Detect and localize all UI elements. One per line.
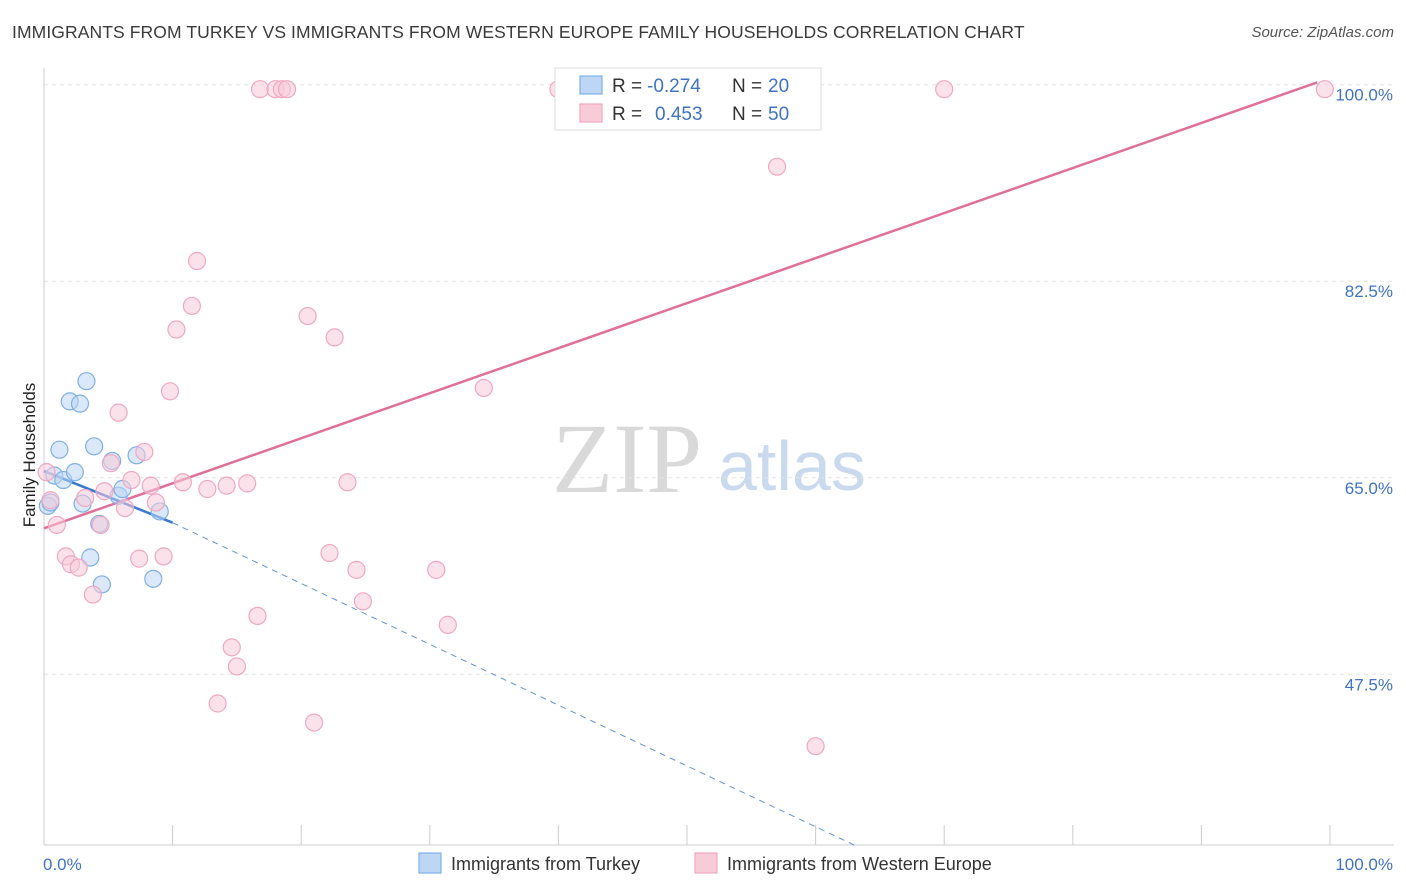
stats-r-value-western-europe: 0.453: [655, 104, 703, 125]
tick-labels: 100.0% 82.5% 65.0% 47.5% 0.0% 100.0%: [43, 86, 1393, 874]
stats-n-label-turkey: N =: [732, 76, 762, 97]
point-western-europe: [141, 476, 160, 495]
y-tick-label: 47.5%: [1345, 675, 1393, 694]
point-western-europe: [187, 251, 207, 271]
point-western-europe: [135, 442, 154, 462]
point-western-europe: [83, 585, 102, 604]
y-tick-label: 100.0%: [1335, 86, 1393, 105]
stats-swatch-western-europe: [579, 103, 603, 123]
point-western-europe: [101, 454, 120, 473]
point-turkey: [144, 569, 163, 588]
legend-swatch-western-europe: [694, 852, 718, 874]
point-western-europe: [474, 378, 493, 398]
legend-label-western-europe: Immigrants from Western Europe: [727, 854, 992, 874]
point-western-europe: [69, 558, 88, 577]
trend-line-turkey-extension: [172, 522, 855, 846]
point-western-europe: [95, 482, 114, 501]
point-western-europe: [238, 474, 257, 493]
point-western-europe: [146, 493, 165, 512]
stats-n-value-western-europe: 50: [768, 104, 789, 125]
point-western-europe: [130, 549, 149, 568]
point-western-europe: [338, 473, 357, 492]
series-legend: Immigrants from Turkey Immigrants from W…: [418, 852, 992, 874]
point-western-europe: [154, 547, 173, 566]
trend-line-western-europe: [43, 81, 1318, 530]
stats-n-value-turkey: 20: [768, 76, 789, 97]
y-tick-label: 82.5%: [1345, 282, 1393, 301]
point-western-europe: [76, 488, 95, 508]
point-western-europe: [1315, 80, 1334, 99]
point-western-europe: [222, 638, 241, 657]
point-western-europe: [325, 328, 344, 347]
point-turkey: [50, 440, 69, 459]
legend-swatch-turkey: [418, 852, 442, 874]
source-credit: Source: ZipAtlas.com: [1251, 24, 1394, 41]
point-western-europe: [806, 737, 825, 756]
point-western-europe: [227, 657, 246, 676]
watermark: ZIP atlas: [552, 403, 866, 514]
point-western-europe: [115, 498, 135, 518]
point-western-europe: [182, 296, 201, 316]
point-western-europe: [298, 306, 317, 326]
axes: [43, 68, 1394, 846]
legend-label-turkey: Immigrants from Turkey: [451, 854, 640, 874]
point-western-europe: [427, 560, 446, 579]
point-western-europe: [438, 615, 457, 634]
point-turkey: [85, 437, 104, 456]
x-tick-label: 0.0%: [43, 855, 82, 874]
watermark-zip-text: ZIP: [552, 403, 702, 514]
watermark-atlas-text: atlas: [718, 427, 866, 505]
point-western-europe: [353, 592, 373, 611]
y-tick-label: 65.0%: [1345, 479, 1393, 498]
stats-r-label-western-europe: R =: [612, 104, 642, 125]
point-western-europe: [935, 80, 954, 99]
point-western-europe: [167, 320, 186, 339]
gridlines: [44, 84, 1394, 675]
point-turkey: [70, 394, 90, 413]
point-western-europe: [347, 560, 366, 579]
chart-title: IMMIGRANTS FROM TURKEY VS IMMIGRANTS FRO…: [12, 22, 1025, 42]
point-western-europe: [320, 543, 339, 563]
point-turkey: [65, 463, 84, 482]
stats-legend: R = -0.274 N = 20 R = 0.453 N = 50: [554, 67, 822, 131]
point-western-europe: [160, 382, 180, 401]
stats-r-value-turkey: -0.274: [647, 76, 701, 97]
point-western-europe: [109, 403, 128, 422]
point-western-europe: [91, 515, 110, 535]
point-western-europe: [173, 473, 192, 492]
point-turkey: [81, 548, 100, 567]
stats-swatch-turkey: [579, 75, 603, 95]
x-tick-label: 100.0%: [1335, 855, 1393, 874]
point-western-europe: [41, 491, 60, 510]
point-western-europe: [217, 476, 236, 495]
stats-n-label-western-europe: N =: [732, 104, 762, 125]
point-western-europe: [198, 479, 217, 499]
point-western-europe: [122, 470, 141, 490]
point-western-europe: [767, 157, 787, 176]
stats-r-label-turkey: R =: [612, 76, 642, 97]
point-turkey: [77, 372, 96, 391]
point-western-europe: [277, 80, 297, 99]
point-western-europe: [248, 606, 267, 626]
point-western-europe: [37, 463, 56, 482]
point-western-europe: [250, 80, 270, 99]
point-western-europe: [304, 713, 324, 732]
point-western-europe: [47, 515, 66, 535]
y-axis-label: Family Households: [20, 383, 39, 528]
point-western-europe: [208, 694, 227, 713]
